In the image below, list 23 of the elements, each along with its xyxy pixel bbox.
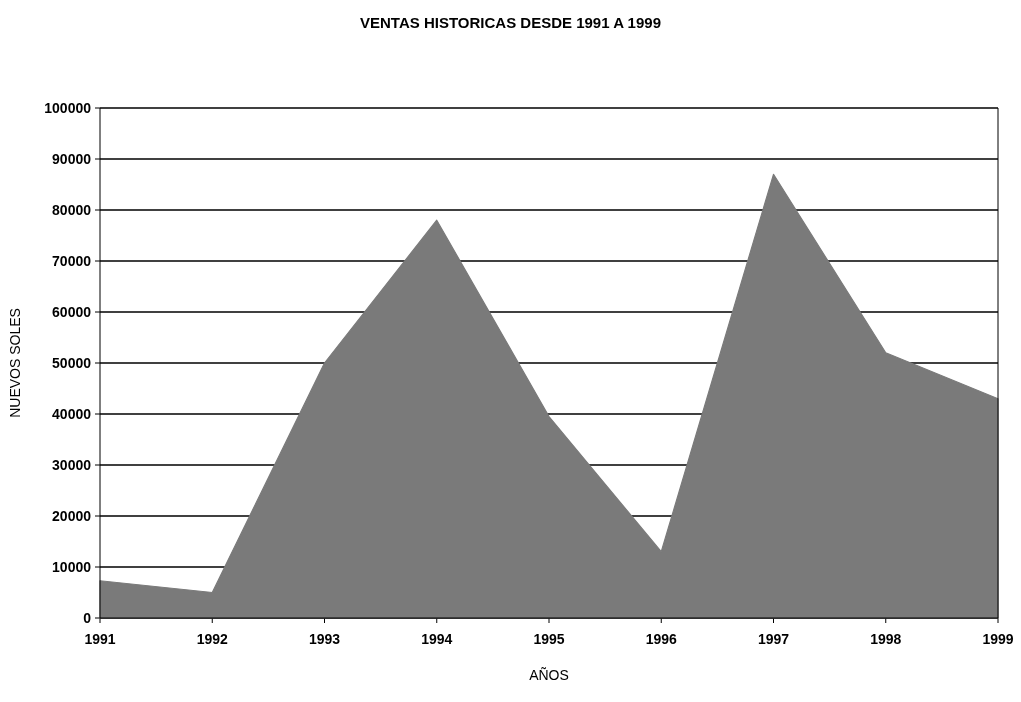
y-tick-label: 10000: [52, 558, 92, 575]
x-axis-title: AÑOS: [529, 667, 569, 683]
y-tick-label: 20000: [52, 507, 92, 524]
x-tick-label: 1995: [533, 631, 565, 647]
y-tick-label: 90000: [52, 150, 92, 167]
y-tick-label: 80000: [52, 201, 92, 218]
x-tick-label: 1998: [870, 631, 902, 647]
x-tick-label: 1997: [757, 631, 790, 647]
y-tick-label: 60000: [52, 303, 92, 320]
y-tick-label: 40000: [52, 405, 92, 422]
y-axis-title: NUEVOS SOLES: [7, 308, 23, 418]
x-tick-label: 1992: [196, 631, 229, 647]
y-tick-label: 100000: [44, 99, 92, 116]
x-tick-label: 1993: [308, 631, 341, 647]
x-tick-label: 1994: [421, 631, 453, 647]
y-tick-label: 30000: [52, 456, 92, 473]
x-tick-label: 1991: [84, 631, 116, 647]
y-tick-label: 0: [83, 609, 92, 626]
y-tick-label: 50000: [52, 354, 92, 371]
x-tick-label: 1996: [645, 631, 678, 647]
chart-title: VENTAS HISTORICAS DESDE 1991 A 1999: [360, 14, 661, 31]
x-tick-label: 1999: [982, 631, 1014, 647]
y-tick-label: 70000: [52, 252, 92, 269]
